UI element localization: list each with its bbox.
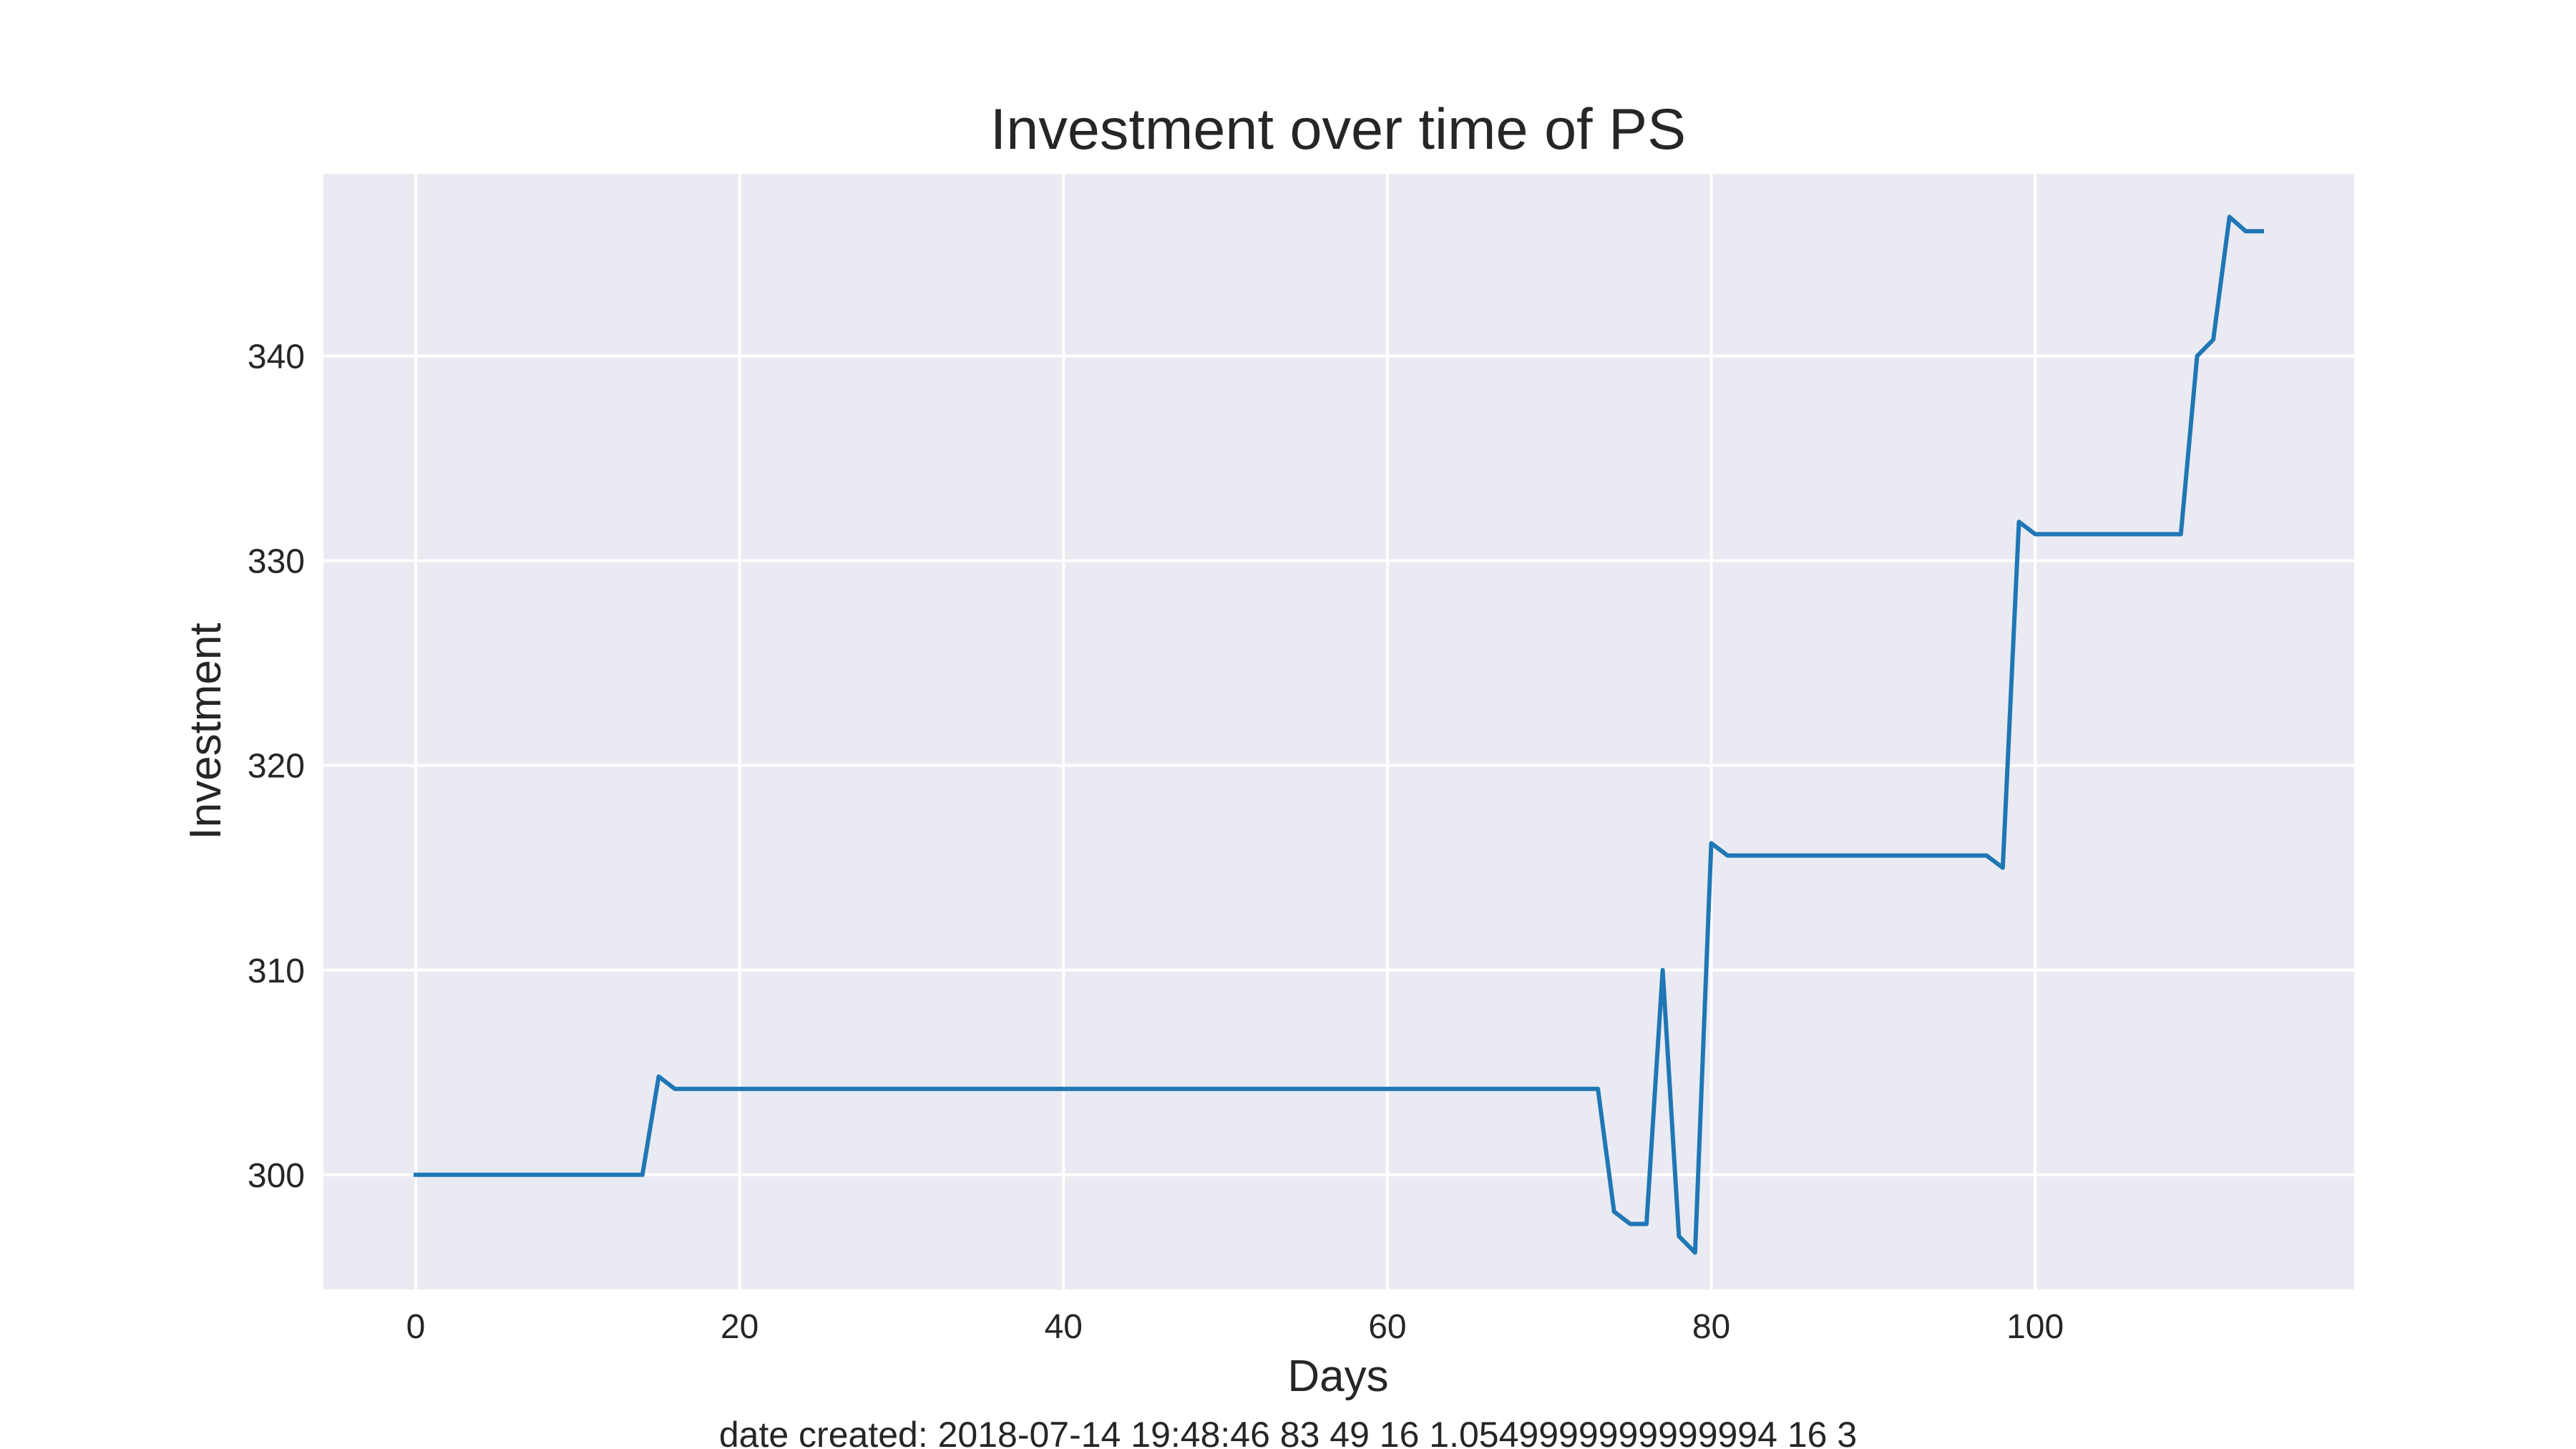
y-tick-labels: 300 310 320 330 340 xyxy=(248,338,305,1195)
y-tick-label: 320 xyxy=(248,748,305,786)
x-tick-label: 40 xyxy=(1045,1308,1083,1346)
y-tick-label: 310 xyxy=(248,952,305,990)
x-axis-label: Days xyxy=(1287,1352,1388,1401)
y-axis-label: Investment xyxy=(181,623,230,839)
x-tick-label: 80 xyxy=(1692,1308,1730,1346)
series-layer xyxy=(414,215,2264,1255)
x-tick-labels: 0 20 40 60 80 100 xyxy=(406,1308,2064,1346)
x-tick-label: 0 xyxy=(406,1308,426,1346)
investment-series-line xyxy=(414,215,2264,1255)
x-tick-label: 60 xyxy=(1368,1308,1406,1346)
plot-area xyxy=(323,174,2354,1289)
chart-title: Investment over time of PS xyxy=(990,97,1686,162)
x-tick-label: 100 xyxy=(2006,1308,2064,1346)
y-tick-label: 340 xyxy=(248,338,305,376)
y-tick-label: 330 xyxy=(248,543,305,581)
x-gridlines xyxy=(414,174,2037,1289)
date-created-footer: date created: 2018-07-14 19:48:46 83 49 … xyxy=(719,1415,1857,1449)
x-tick-label: 20 xyxy=(721,1308,758,1346)
y-tick-label: 300 xyxy=(248,1157,305,1195)
